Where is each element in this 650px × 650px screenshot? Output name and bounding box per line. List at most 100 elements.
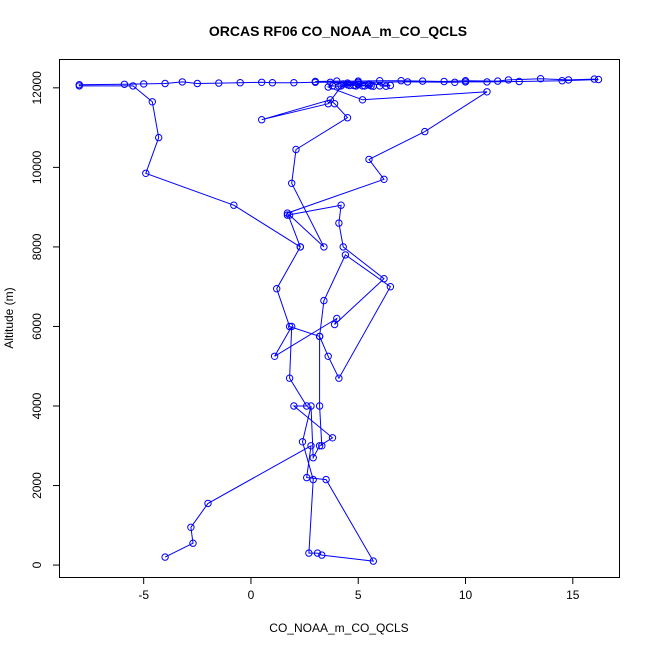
- data-point: [298, 438, 307, 446]
- data-point: [333, 77, 341, 85]
- x-axis-label: CO_NOAA_m_CO_QCLS: [269, 621, 408, 635]
- data-point: [451, 78, 459, 87]
- chart-title: ORCAS RF06 CO_NOAA_m_CO_QCLS: [209, 23, 467, 39]
- data-point: [440, 77, 448, 86]
- data-point: [320, 243, 328, 251]
- data-point: [386, 283, 395, 291]
- data-point: [161, 553, 169, 561]
- data-point: [258, 116, 266, 124]
- data-point: [215, 79, 223, 87]
- data-point: [318, 442, 326, 450]
- data-point: [193, 79, 202, 88]
- data-point: [204, 499, 212, 508]
- data-point: [335, 374, 343, 382]
- data-point: [337, 201, 345, 209]
- data-point: [343, 114, 352, 122]
- data-point: [270, 352, 279, 360]
- data-point: [315, 402, 324, 410]
- data-point: [365, 155, 373, 164]
- data-point: [292, 145, 300, 154]
- data-point: [236, 79, 244, 87]
- series-line-3: [78, 78, 599, 248]
- data-point: [421, 127, 429, 136]
- data-point: [307, 402, 315, 410]
- data-point: [339, 243, 347, 251]
- data-point: [315, 332, 324, 341]
- data-point: [189, 539, 197, 547]
- data-point: [515, 77, 523, 86]
- data-point: [536, 75, 545, 83]
- data-point: [358, 96, 367, 104]
- data-point: [330, 320, 339, 329]
- data-point: [305, 549, 313, 557]
- data-point: [303, 473, 311, 482]
- data-point: [120, 80, 129, 89]
- data-point: [322, 475, 330, 484]
- data-point: [483, 88, 491, 96]
- series-line-2: [276, 83, 488, 446]
- data-point: [288, 322, 296, 331]
- data-point: [283, 209, 292, 217]
- data-point: [318, 551, 326, 559]
- x-tick-label: 5: [355, 588, 362, 602]
- data-point: [309, 475, 317, 484]
- x-axis: -5 0 5 10 15: [138, 577, 580, 602]
- data-point: [307, 442, 315, 450]
- data-point: [341, 251, 350, 259]
- data-point: [155, 133, 163, 142]
- data-point: [268, 79, 277, 87]
- data-point: [328, 434, 337, 442]
- data-point: [354, 78, 362, 87]
- data-point: [311, 78, 319, 87]
- data-point: [324, 352, 332, 360]
- data-point: [303, 402, 311, 410]
- x-tick-label: 15: [566, 588, 580, 602]
- data-point: [283, 211, 292, 219]
- data-point: [187, 523, 195, 531]
- data-point: [296, 243, 304, 251]
- data-point: [326, 96, 334, 104]
- data-point: [590, 75, 598, 83]
- data-point: [320, 296, 328, 305]
- data-point: [230, 201, 238, 209]
- data-point: [309, 454, 317, 462]
- data-point: [313, 549, 322, 557]
- y-tick-label: 0: [30, 561, 44, 568]
- y-tick-label: 10000: [30, 150, 44, 184]
- y-tick-label: 12000: [30, 71, 44, 105]
- data-point: [178, 78, 187, 86]
- plot-area: [75, 75, 603, 565]
- data-point: [461, 78, 470, 86]
- data-point: [594, 75, 603, 84]
- data-point: [343, 79, 352, 87]
- y-tick-label: 6000: [30, 313, 44, 340]
- y-axis: 0 2000 4000 6000 8000 10000 12000: [30, 71, 60, 568]
- data-point: [376, 77, 384, 85]
- data-point: [494, 77, 502, 85]
- data-point: [324, 83, 332, 91]
- data-point: [315, 442, 324, 450]
- data-point: [285, 374, 294, 382]
- data-point: [365, 80, 373, 88]
- data-point: [558, 77, 566, 85]
- data-point: [369, 557, 377, 565]
- data-point: [290, 402, 298, 410]
- data-point: [140, 80, 148, 88]
- y-tick-label: 2000: [30, 472, 44, 499]
- data-point: [386, 81, 395, 90]
- y-axis-label: Altitude (m): [2, 287, 16, 348]
- data-point: [161, 79, 169, 88]
- data-point: [288, 179, 296, 188]
- data-point: [148, 98, 157, 106]
- data-point: [504, 76, 513, 84]
- data-point: [382, 82, 390, 90]
- data-point: [290, 79, 298, 87]
- series-line-1: [164, 83, 385, 562]
- data-point: [285, 322, 294, 331]
- data-point: [418, 77, 427, 85]
- data-point: [483, 78, 491, 86]
- x-tick-label: 0: [248, 588, 255, 602]
- data-point: [258, 78, 266, 87]
- data-point: [75, 82, 84, 90]
